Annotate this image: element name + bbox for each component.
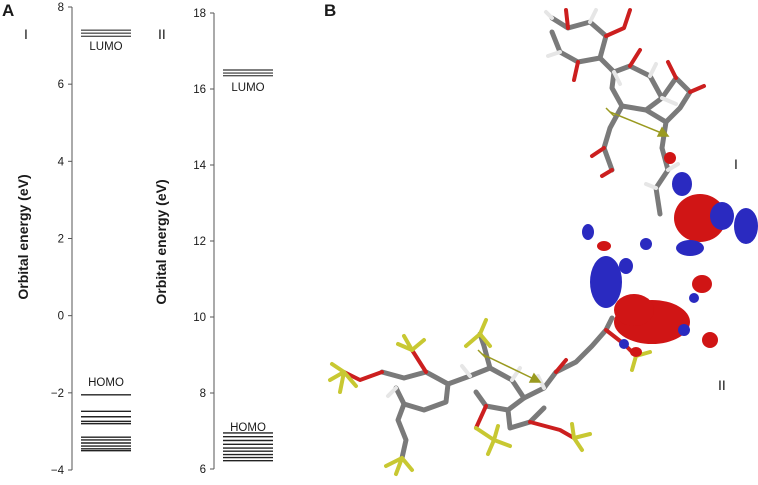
diagram-ii-tick-label: 14 — [193, 160, 206, 172]
diagram-ii-lumo-label: LUMO — [231, 82, 264, 94]
diagram-ii-levels — [223, 69, 273, 462]
orbital-lobe-blue — [619, 258, 633, 274]
diagram-i-ticks: 8 6 4 2 0 −2 −4 — [51, 2, 72, 477]
diagram-ii-y-axis-label: Orbital energy (eV) — [153, 179, 169, 304]
diagram-i-lumo-label: LUMO — [89, 41, 122, 53]
dipole-arrowhead-i — [656, 126, 670, 137]
dipole-arrows — [477, 107, 670, 383]
dipole-origin-i — [605, 107, 615, 117]
energy-diagram-i: I Orbital energy (eV) 8 6 4 2 0 −2 −4 LUMO HOM… — [15, 2, 131, 477]
dipole-arrow-ii — [481, 353, 537, 381]
orbital-lobe-blue — [710, 202, 734, 230]
dipole-origin-ii — [477, 349, 487, 359]
diagram-ii-title: II — [158, 26, 166, 42]
orbital-lobe-red — [664, 152, 676, 164]
orbital-lobe-blue — [619, 339, 629, 349]
molecule-i-label: I — [734, 156, 738, 172]
orbital-lobe-red — [597, 241, 611, 251]
molecular-orbital-lobes — [582, 152, 758, 357]
diagram-ii-ticks: 18 16 14 12 10 8 6 — [193, 8, 214, 476]
orbital-lobe-blue — [672, 172, 692, 196]
diagram-i-y-axis-label: Orbital energy (eV) — [15, 174, 31, 299]
panel-a: A I Orbital energy (eV) 8 6 4 2 0 −2 −4 LUMO H… — [2, 1, 273, 477]
orbital-lobe-red — [702, 332, 718, 348]
orbital-lobe-blue — [640, 238, 652, 250]
diagram-i-tick-label: 0 — [58, 311, 64, 323]
panel-b-label: B — [324, 1, 336, 20]
orbital-lobe-blue — [734, 208, 758, 244]
dipole-arrowhead-ii — [528, 372, 542, 383]
diagram-ii-tick-label: 12 — [193, 236, 206, 248]
orbital-lobe-blue — [582, 224, 594, 240]
diagram-i-tick-label: 8 — [58, 2, 64, 14]
orbital-lobe-blue — [676, 240, 704, 256]
diagram-i-homo-label: HOMO — [88, 377, 124, 389]
energy-diagram-ii: II Orbital energy (eV) 18 16 14 12 10 8 6 LUMO… — [153, 8, 273, 476]
diagram-ii-tick-label: 16 — [193, 84, 206, 96]
diagram-ii-homo-label: HOMO — [230, 422, 266, 434]
diagram-i-levels — [81, 29, 131, 452]
orbital-lobe-red — [692, 275, 712, 293]
diagram-ii-tick-label: 10 — [193, 312, 206, 324]
diagram-i-tick-label: 2 — [58, 234, 64, 246]
orbital-lobe-red — [674, 194, 726, 242]
panel-b: B — [324, 1, 758, 476]
molecule-ii-stick-model — [328, 315, 652, 476]
orbital-lobe-blue — [590, 256, 622, 308]
dipole-arrow-i — [609, 111, 665, 135]
diagram-ii-tick-label: 18 — [193, 8, 206, 20]
orbital-lobe-red — [630, 347, 642, 357]
molecule-i-stick-model — [544, 8, 706, 217]
diagram-ii-tick-label: 6 — [200, 464, 206, 476]
diagram-i-tick-label: −2 — [51, 388, 64, 400]
orbital-lobe-blue — [678, 324, 690, 336]
panel-a-label: A — [2, 1, 14, 20]
molecule-ii-label: II — [718, 377, 726, 393]
orbital-lobe-blue — [689, 293, 699, 303]
diagram-ii-tick-label: 8 — [200, 388, 206, 400]
diagram-i-tick-label: −4 — [51, 465, 65, 477]
orbital-lobe-red — [614, 294, 654, 326]
diagram-i-tick-label: 4 — [58, 156, 65, 168]
diagram-i-title: I — [24, 26, 28, 42]
diagram-i-tick-label: 6 — [58, 79, 64, 91]
